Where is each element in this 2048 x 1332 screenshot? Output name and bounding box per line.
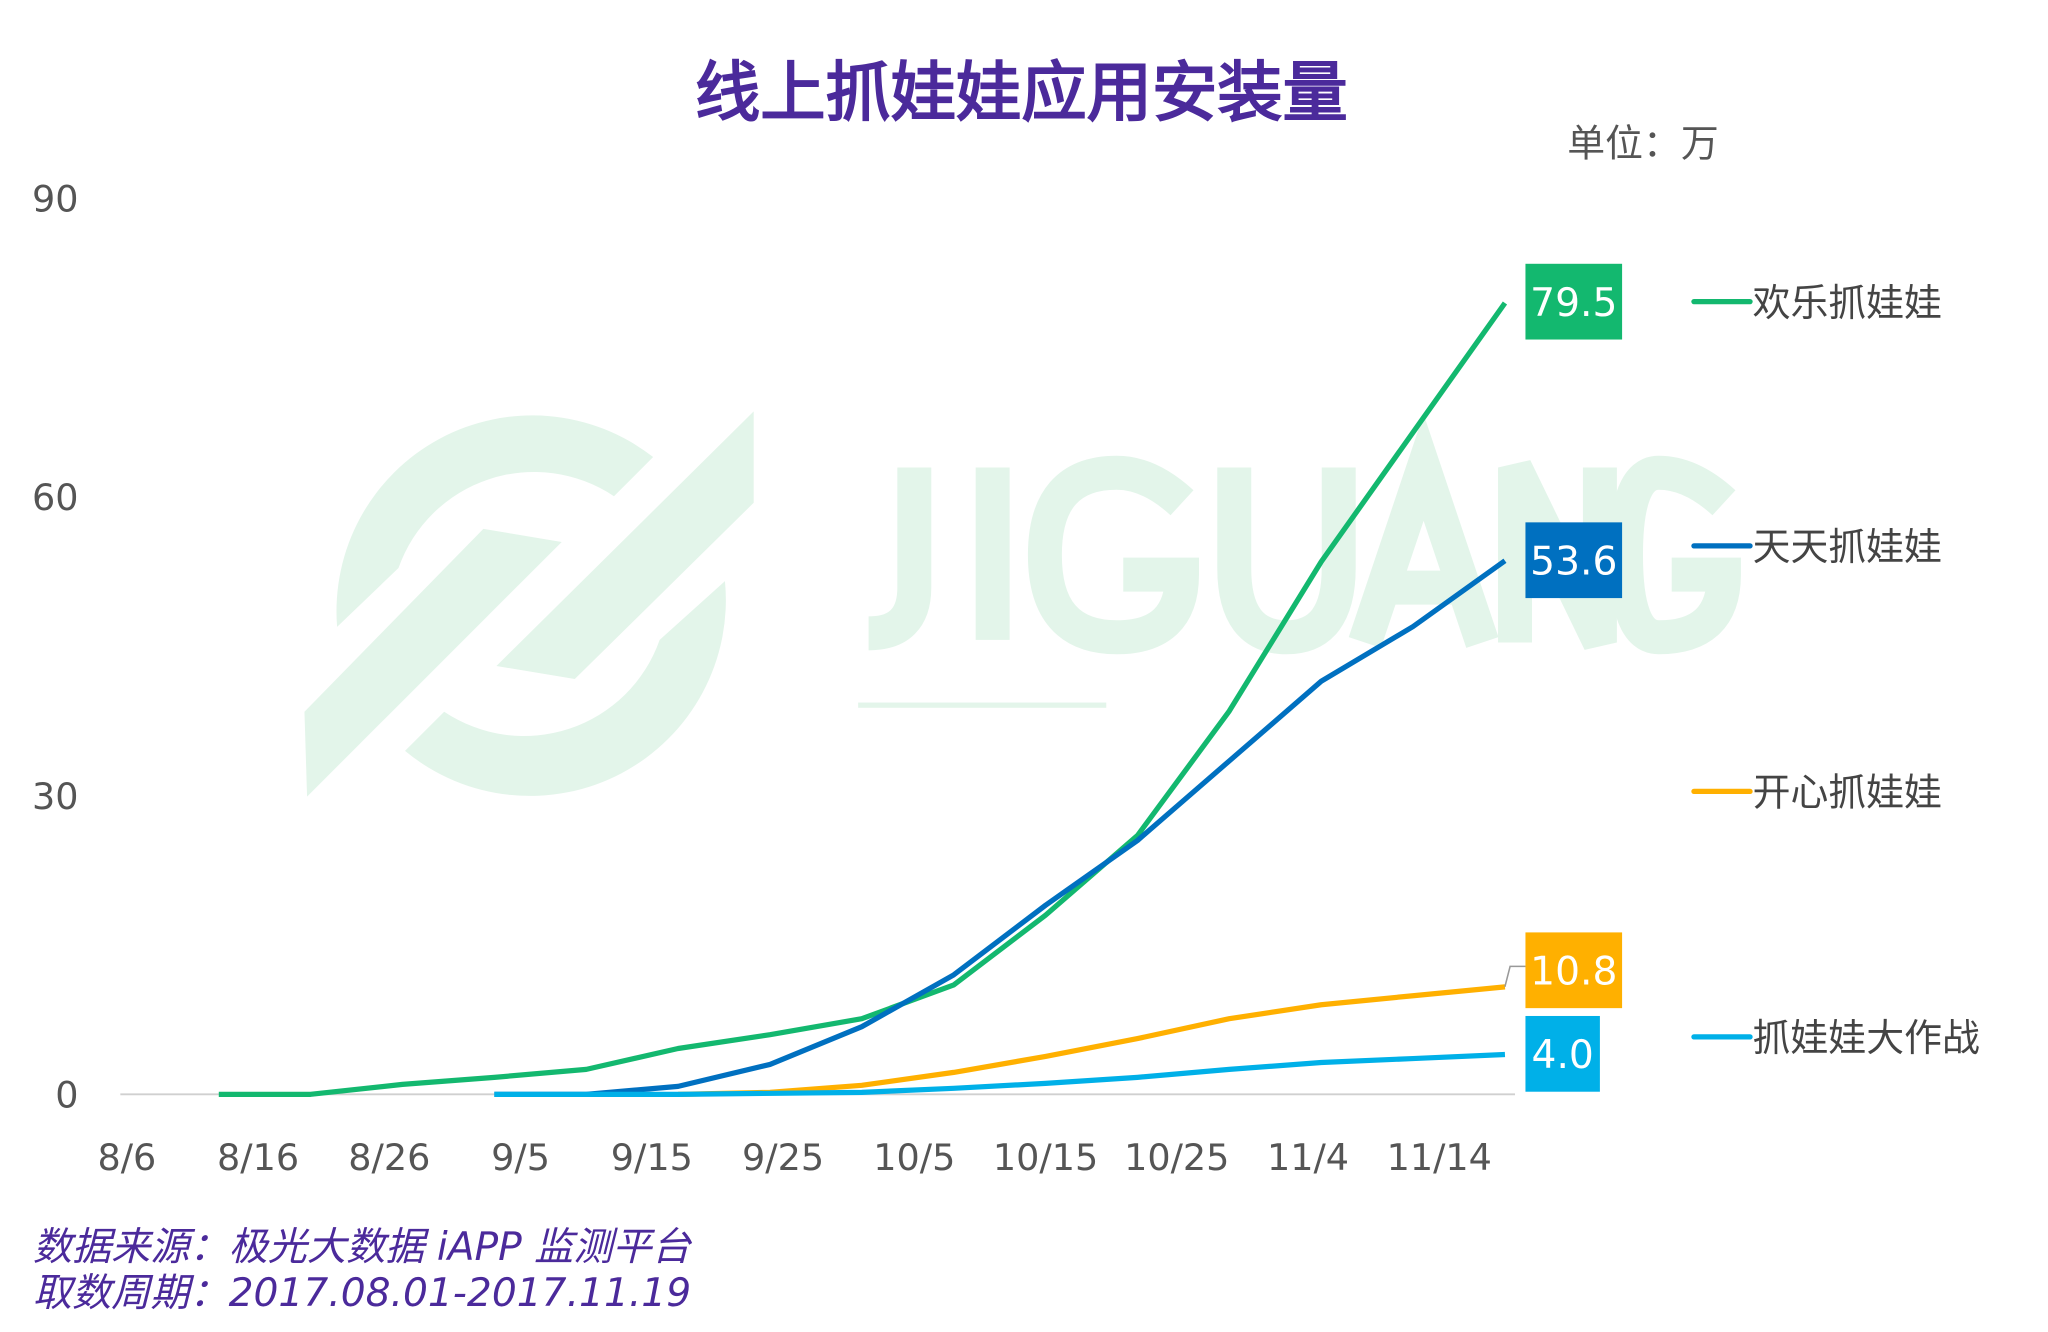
y-tick-label: 90 xyxy=(32,178,79,221)
chart-title: 线上抓娃娃应用安装量 xyxy=(695,55,1348,131)
end-label-box xyxy=(1525,263,1623,340)
x-tick-label: 10/5 xyxy=(873,1136,955,1179)
x-tick-label: 8/26 xyxy=(348,1136,430,1179)
series-line xyxy=(494,1051,1506,1097)
end-label-box xyxy=(1525,1015,1600,1092)
end-labels: 79.5 53.6 10.8 4.0 xyxy=(1504,263,1623,1092)
end-label-value: 10.8 xyxy=(1530,950,1617,995)
x-tick-label: 8/16 xyxy=(217,1136,299,1179)
legend-label: 抓娃娃大作战 xyxy=(1753,1016,1980,1060)
series-line xyxy=(218,301,1508,1097)
end-label-box xyxy=(1525,522,1623,599)
legend-label: 开心抓娃娃 xyxy=(1753,771,1942,815)
x-tick-label: 10/15 xyxy=(993,1136,1098,1179)
label-leader-line xyxy=(1504,965,1526,988)
y-axis-ticks: 0 30 60 90 xyxy=(32,178,79,1117)
unit-label: 单位：万 xyxy=(1567,122,1718,166)
series-line xyxy=(678,984,1506,1097)
footer-period: 取数周期：2017.08.01-2017.11.19 xyxy=(33,1271,691,1316)
x-tick-label: 8/6 xyxy=(97,1136,156,1179)
series-lines xyxy=(218,301,1508,1097)
series-line xyxy=(494,558,1507,1097)
end-label-value: 79.5 xyxy=(1530,281,1617,326)
x-tick-label: 9/15 xyxy=(611,1136,693,1179)
footer-source: 数据来源：极光大数据 iAPP 监测平台 xyxy=(33,1225,693,1270)
end-label-value: 53.6 xyxy=(1530,540,1617,585)
legend-label: 欢乐抓娃娃 xyxy=(1753,281,1942,325)
y-tick-label: 30 xyxy=(32,775,79,818)
x-tick-label: 11/4 xyxy=(1267,1136,1349,1179)
x-axis-ticks: 8/6 8/16 8/26 9/5 9/15 9/25 10/5 10/15 10/25 11/4… xyxy=(97,1136,1491,1179)
x-tick-label: 9/5 xyxy=(491,1136,550,1179)
end-label-box xyxy=(1525,932,1623,1009)
watermark-logo xyxy=(304,411,1741,797)
y-tick-label: 60 xyxy=(32,476,79,519)
x-tick-label: 11/14 xyxy=(1387,1136,1492,1179)
x-tick-label: 9/25 xyxy=(742,1136,824,1179)
x-tick-label: 10/25 xyxy=(1124,1136,1229,1179)
legend-label: 天天抓娃娃 xyxy=(1753,525,1942,569)
end-label-value: 4.0 xyxy=(1532,1033,1594,1078)
y-tick-label: 0 xyxy=(55,1073,78,1116)
